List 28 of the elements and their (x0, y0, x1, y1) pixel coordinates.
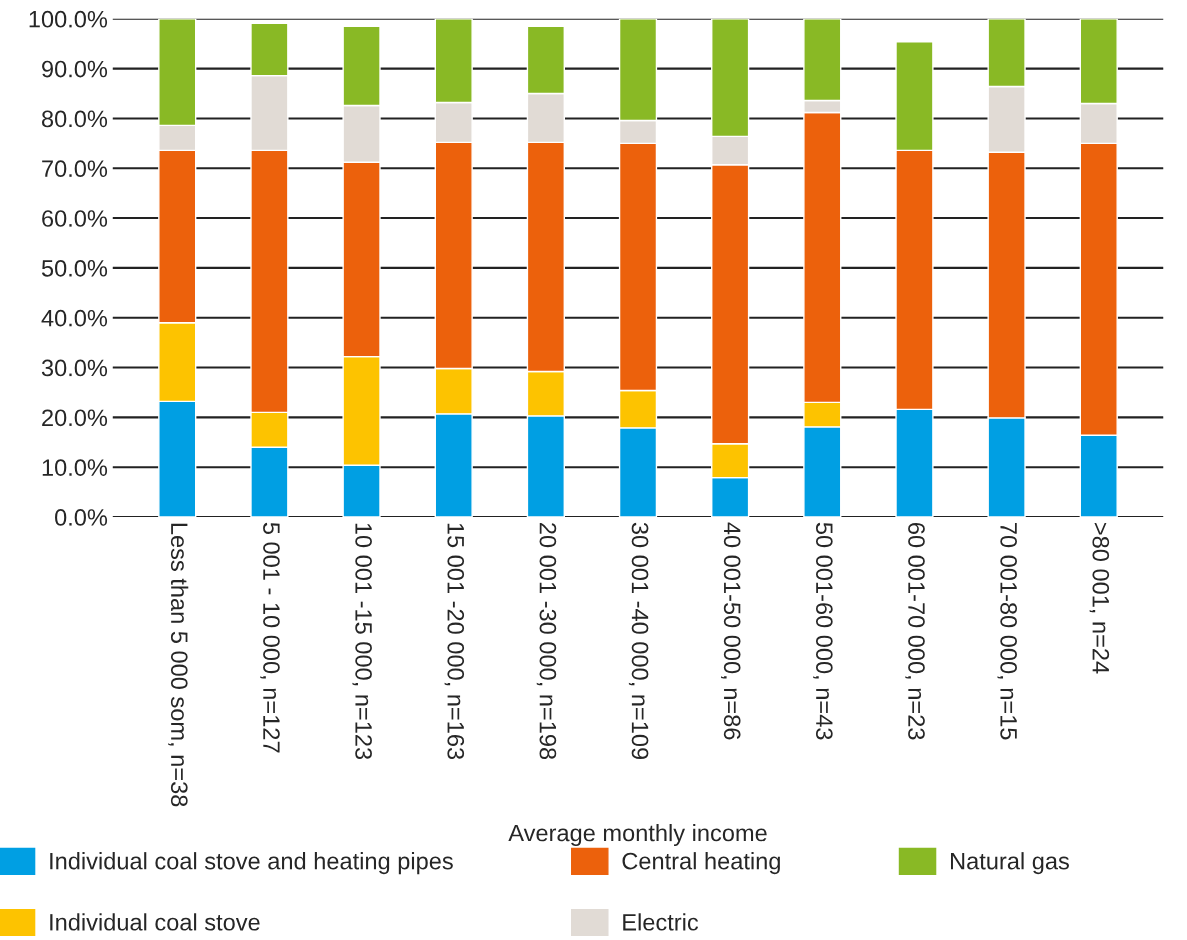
x-tick-label: 20 001 -30 000, n=198 (536, 523, 557, 760)
y-tick-label: 0.0% (55, 509, 108, 526)
legend-label: Individual coal stove (50, 913, 260, 931)
y-tick-label: 80.0% (41, 110, 108, 128)
x-tick-label: 15 001 -20 000, n=163 (444, 523, 465, 760)
legend-label: Central heating (622, 852, 780, 875)
x-tick-label: 5 001 - 10 000, n=127 (260, 522, 280, 753)
x-axis-title: Average monthly income (508, 824, 767, 847)
y-tick-label: 30.0% (41, 359, 108, 377)
y-tick-label: 70.0% (42, 160, 108, 178)
legend-label: Individual coal stove and heating pipes (50, 852, 453, 875)
y-tick-label: 100.0% (29, 10, 108, 28)
x-tick-label: 10 001 -15 000, n=123 (352, 523, 372, 760)
x-tick-label: 40 001-50 000, n=86 (721, 522, 741, 740)
x-tick-label: 50 001-60 000, n=43 (813, 522, 833, 740)
y-tick-label: 10.0% (42, 459, 108, 476)
x-tick-label: 70 001-80 000, n=15 (997, 523, 1017, 740)
x-tick-label: 60 001-70 000, n=23 (905, 523, 925, 740)
x-tick-label: 30 001 -40 000, n=109 (628, 522, 649, 760)
x-tick-label: >80 001, n=24 (1089, 523, 1110, 674)
y-tick-label: 20.0% (42, 409, 108, 427)
legend-label: Electric (623, 913, 699, 931)
y-tick-label: 50.0% (41, 259, 108, 277)
y-tick-label: 40.0% (41, 309, 108, 327)
x-tick-label: Less than 5 000 som, n=38 (168, 523, 189, 807)
legend-label: Natural gas (951, 852, 1069, 875)
y-tick-label: 90.0% (42, 60, 108, 78)
y-tick-label: 60.0% (42, 210, 108, 227)
